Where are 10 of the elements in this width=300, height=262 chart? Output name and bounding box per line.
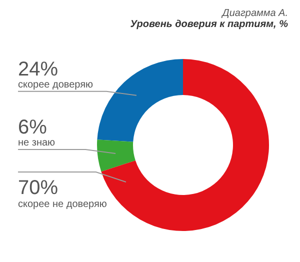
slice-label: не знаю [18, 138, 56, 149]
donut-slice [97, 59, 183, 142]
data-label: 70% [18, 177, 58, 200]
data-label: 24% [18, 58, 58, 80]
slice-label: скорее доверяю [18, 79, 94, 90]
donut-slice [97, 140, 136, 172]
slice-label: скорее не доверяю [18, 199, 108, 210]
chart-subtitle: Уровень доверия к партиям, % [130, 19, 288, 30]
chart-title: Диаграмма А. [220, 8, 288, 19]
data-label: 6% [18, 116, 48, 139]
